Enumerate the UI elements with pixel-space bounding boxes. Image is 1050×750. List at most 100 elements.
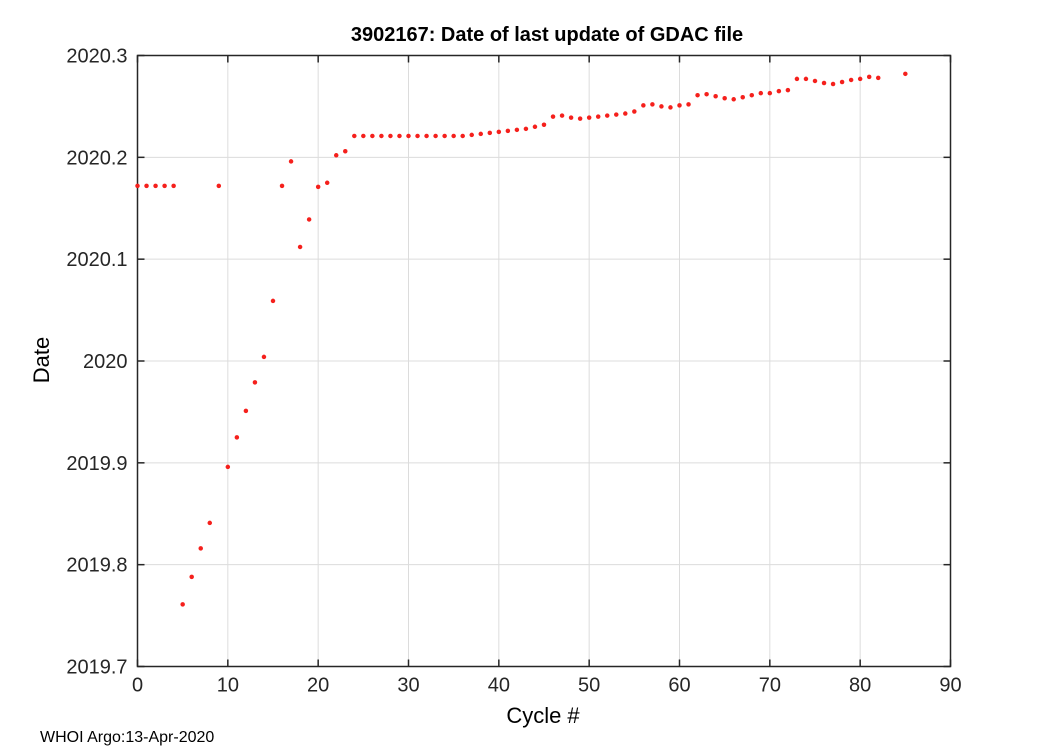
data-point — [460, 133, 465, 139]
data-point — [713, 93, 718, 99]
data-point — [821, 80, 827, 86]
data-point — [496, 129, 502, 135]
data-point — [659, 104, 664, 109]
footer-text: WHOI Argo:13-Apr-2020 — [40, 729, 215, 746]
data-point — [875, 75, 881, 81]
data-point — [198, 546, 203, 551]
data-point — [623, 111, 628, 116]
x-tick-label: 10 — [217, 675, 239, 697]
data-point — [397, 133, 402, 139]
data-point — [180, 602, 185, 607]
data-point — [514, 127, 520, 133]
y-tick-label: 2020 — [83, 351, 128, 373]
y-tick-label: 2020.3 — [66, 46, 127, 68]
data-point — [686, 102, 691, 107]
x-tick-label: 40 — [488, 675, 510, 697]
data-point — [261, 354, 267, 360]
data-point — [270, 298, 276, 304]
data-point — [722, 96, 727, 101]
data-point — [604, 113, 610, 118]
x-tick-label: 50 — [578, 675, 600, 697]
data-point — [469, 132, 474, 138]
data-point — [171, 183, 176, 189]
data-point — [650, 102, 655, 107]
data-point — [830, 81, 836, 87]
data-point — [306, 217, 312, 222]
data-point — [442, 133, 447, 139]
data-point — [370, 133, 375, 139]
data-point — [767, 90, 773, 96]
data-point — [532, 124, 538, 130]
y-tick-label: 2019.9 — [66, 453, 127, 475]
data-point — [361, 133, 366, 139]
data-point — [595, 114, 601, 119]
data-point — [279, 183, 285, 189]
data-point — [794, 76, 800, 82]
data-point — [433, 133, 438, 139]
data-point — [641, 103, 646, 108]
data-point — [523, 126, 529, 132]
data-point — [243, 408, 249, 414]
data-point — [135, 183, 140, 189]
data-point — [839, 79, 845, 85]
data-point — [541, 122, 547, 127]
data-point — [866, 74, 872, 80]
data-point — [550, 114, 556, 119]
y-tick-label: 2019.8 — [66, 555, 127, 577]
data-point — [207, 520, 213, 526]
data-point — [785, 87, 791, 93]
data-point — [225, 464, 231, 470]
data-point — [487, 130, 493, 136]
data-point — [758, 90, 764, 96]
data-point — [903, 71, 908, 77]
data-point — [505, 128, 511, 134]
data-point — [297, 244, 303, 250]
data-point — [144, 183, 149, 189]
data-point — [424, 133, 429, 139]
data-point — [343, 148, 348, 154]
data-point — [632, 109, 637, 114]
data-point — [776, 88, 782, 94]
y-tick-label: 2020.2 — [66, 147, 127, 169]
chart-title: 3902167: Date of last update of GDAC fil… — [350, 24, 744, 46]
data-point — [153, 183, 158, 189]
data-point — [451, 133, 456, 139]
data-point — [695, 92, 700, 98]
data-point — [614, 112, 619, 117]
x-tick-label: 60 — [668, 675, 690, 697]
data-point — [478, 131, 484, 137]
data-point — [406, 133, 411, 139]
data-point — [162, 183, 167, 189]
y-axis-label: Date — [29, 336, 54, 384]
data-point — [559, 113, 565, 118]
data-point — [668, 105, 673, 110]
data-point — [586, 115, 592, 120]
data-point — [315, 184, 321, 190]
y-tick-label: 2019.7 — [66, 657, 127, 679]
data-point — [677, 103, 682, 108]
x-tick-label: 70 — [759, 675, 781, 697]
data-point — [415, 133, 420, 139]
data-point — [388, 133, 393, 139]
x-tick-label: 30 — [397, 675, 419, 697]
data-point — [749, 92, 755, 98]
data-point — [333, 153, 339, 158]
data-point — [803, 76, 809, 82]
data-point — [740, 95, 745, 100]
data-point — [848, 77, 854, 83]
data-point — [352, 133, 357, 139]
x-tick-label: 0 — [132, 675, 143, 697]
data-point — [189, 574, 194, 580]
data-point — [704, 91, 709, 97]
x-tick-label: 20 — [307, 675, 329, 697]
data-point — [731, 97, 736, 102]
data-point — [288, 159, 294, 164]
data-point — [812, 78, 818, 84]
data-point — [568, 115, 574, 120]
data-point — [857, 76, 863, 82]
x-tick-label: 90 — [939, 675, 961, 697]
data-point — [252, 380, 258, 385]
data-point — [379, 133, 384, 139]
